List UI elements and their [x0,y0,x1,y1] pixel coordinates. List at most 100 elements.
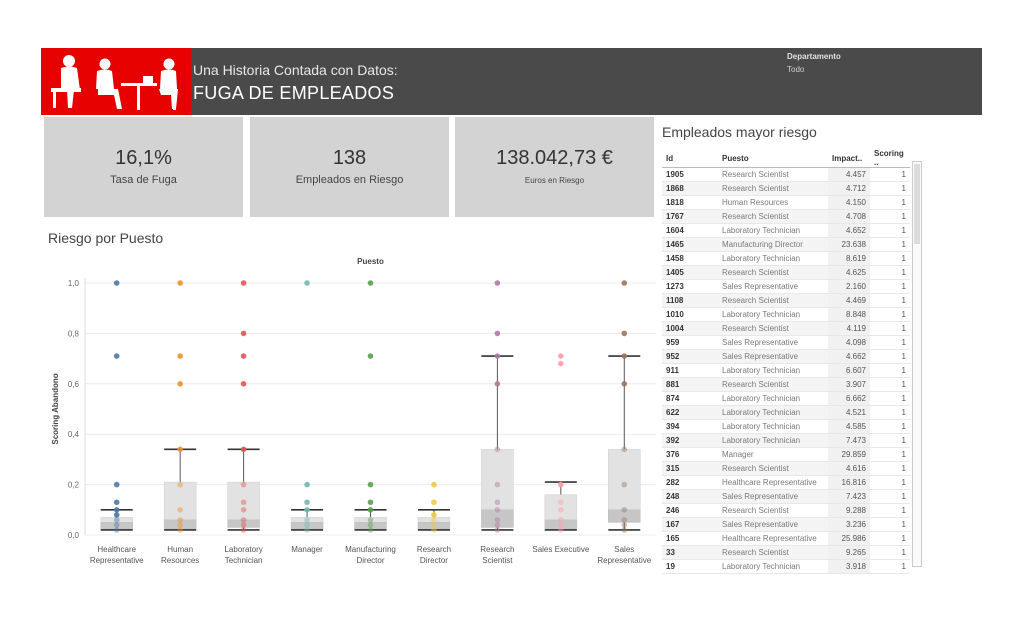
table-row[interactable]: 1004 Research Scientist 4.119 1 [662,321,910,336]
table-row[interactable]: 376 Manager 29.859 1 [662,447,910,462]
column-header-id[interactable]: Id [662,149,718,168]
table-row[interactable]: 622 Laboratory Technician 4.521 1 [662,405,910,420]
table-cell-sc: 1 [870,251,910,266]
table-row[interactable]: 874 Laboratory Technician 6.662 1 [662,391,910,406]
table-row[interactable]: 1010 Laboratory Technician 8.848 1 [662,307,910,322]
table-cell-sc: 1 [870,391,910,406]
table-row[interactable]: 1767 Research Scientist 4.708 1 [662,209,910,224]
data-point [367,522,374,528]
table-cell-sc: 1 [870,349,910,364]
box-upper [163,481,197,521]
table-row[interactable]: 1405 Research Scientist 4.625 1 [662,265,910,280]
table-cell-imp: 8.619 [828,251,870,266]
scrollbar-thumb[interactable] [914,164,920,244]
table-row[interactable]: 911 Laboratory Technician 6.607 1 [662,363,910,378]
table-row[interactable]: 1604 Laboratory Technician 4.652 1 [662,223,910,238]
table-cell-sc: 1 [870,321,910,336]
table-cell-imp: 9.265 [828,545,870,560]
table-cell-imp: 3.907 [828,377,870,392]
table-cell-sc: 1 [870,167,910,182]
column-header-puesto[interactable]: Puesto [718,149,828,168]
data-point [431,499,437,506]
data-point [621,517,628,523]
table-cell-id: 246 [662,503,718,518]
table-row[interactable]: 315 Research Scientist 4.616 1 [662,461,910,476]
table-row[interactable]: 1458 Laboratory Technician 8.619 1 [662,251,910,266]
column-header-scoring[interactable]: Scoring .. [870,149,910,168]
table-cell-imp: 4.712 [828,181,870,196]
data-point [367,527,374,533]
table-cell-puesto: Research Scientist [718,167,828,182]
table-cell-sc: 1 [870,181,910,196]
data-point [621,481,628,488]
table-row[interactable]: 1818 Human Resources 4.150 1 [662,195,910,210]
table-cell-puesto: Sales Representative [718,349,828,364]
data-point [621,507,628,513]
data-point [113,499,120,506]
x-tick-label: Sales Executive [532,545,589,554]
department-filter-value[interactable]: Todo [787,65,805,74]
data-point [177,507,183,513]
table-cell-sc: 1 [870,545,910,560]
data-point [113,527,120,533]
table-header-row: Id Puesto Impact.. Scoring .. [662,149,910,168]
data-point [621,330,628,337]
table-row[interactable]: 282 Healthcare Representative 16.816 1 [662,475,910,490]
table-cell-imp: 4.098 [828,335,870,350]
data-point [367,481,374,488]
table-row[interactable]: 19 Laboratory Technician 3.918 1 [662,559,910,574]
table-scrollbar[interactable] [912,161,922,567]
table-cell-sc: 1 [870,377,910,392]
table-row[interactable]: 959 Sales Representative 4.098 1 [662,335,910,350]
data-point [240,522,247,528]
table-row[interactable]: 392 Laboratory Technician 7.473 1 [662,433,910,448]
table-cell-puesto: Manufacturing Director [718,237,828,252]
table-cell-sc: 1 [870,195,910,210]
table-cell-imp: 4.457 [828,167,870,182]
table-row[interactable]: 248 Sales Representative 7.423 1 [662,489,910,504]
data-point [494,481,501,488]
table-cell-imp: 6.607 [828,363,870,378]
table-cell-imp: 4.708 [828,209,870,224]
x-tick-label: Scientist [482,556,513,565]
table-row[interactable]: 33 Research Scientist 9.265 1 [662,545,910,560]
table-row[interactable]: 1868 Research Scientist 4.712 1 [662,181,910,196]
table-cell-puesto: Healthcare Representative [718,531,828,546]
y-axis-label: Scoring Abandono [51,373,60,444]
table-cell-sc: 1 [870,293,910,308]
table-cell-id: 911 [662,363,718,378]
data-point [367,517,374,523]
table-cell-imp: 4.469 [828,293,870,308]
x-tick-label: Manufacturing [345,545,396,554]
x-tick-label: Representative [90,556,144,565]
table-row[interactable]: 881 Research Scientist 3.907 1 [662,377,910,392]
data-point [177,381,183,387]
data-point [558,527,564,533]
table-cell-puesto: Research Scientist [718,461,828,476]
table-cell-imp: 4.119 [828,321,870,336]
table-title: Empleados mayor riesgo [662,124,817,140]
table-row[interactable]: 394 Laboratory Technician 4.585 1 [662,419,910,434]
data-point [494,499,501,506]
data-point [240,446,247,453]
table-row[interactable]: 165 Healthcare Representative 25.986 1 [662,531,910,546]
table-row[interactable]: 246 Research Scientist 9.288 1 [662,503,910,518]
column-header-impact[interactable]: Impact.. [828,149,870,168]
data-point [113,481,120,488]
table-row[interactable]: 1273 Sales Representative 2.160 1 [662,279,910,294]
x-tick-label: Laboratory [224,545,262,554]
box-upper [544,494,578,521]
table-cell-id: 1767 [662,209,718,224]
table-row[interactable]: 952 Sales Representative 4.662 1 [662,349,910,364]
table-cell-puesto: Laboratory Technician [718,433,828,448]
table-row[interactable]: 167 Sales Representative 3.236 1 [662,517,910,532]
data-point [177,517,183,523]
table-row[interactable]: 1905 Research Scientist 4.457 1 [662,167,910,182]
table-row[interactable]: 1465 Manufacturing Director 23.638 1 [662,237,910,252]
data-point [113,517,120,523]
data-point [431,481,437,488]
table-cell-id: 1818 [662,195,718,210]
data-point [113,353,120,359]
table-row[interactable]: 1108 Research Scientist 4.469 1 [662,293,910,308]
table-cell-id: 1108 [662,293,718,308]
